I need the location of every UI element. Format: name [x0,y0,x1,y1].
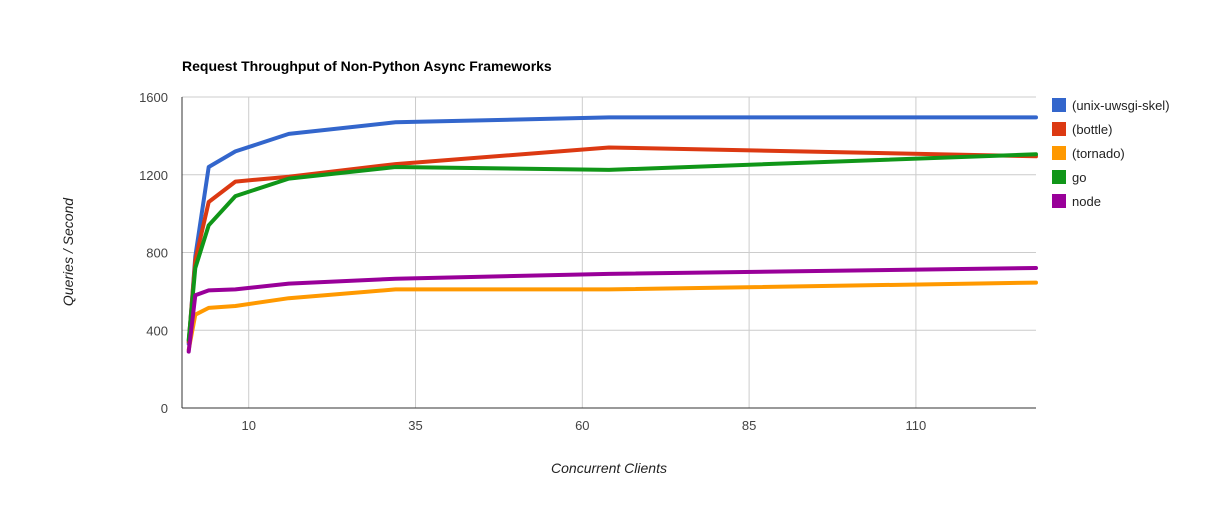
series-line-0 [186,115,1038,346]
x-axis-title: Concurrent Clients [551,460,667,476]
series-line-4 [186,266,1038,354]
legend-label: node [1072,194,1101,209]
axes [181,97,1036,409]
legend-label: go [1072,170,1086,185]
series-line-2 [186,280,1038,352]
y-tick-label: 800 [146,246,168,261]
legend-swatch [1052,170,1066,184]
legend-swatch [1052,98,1066,112]
x-tick-label: 10 [241,418,255,433]
legend-label: (bottle) [1072,122,1112,137]
legend-swatch [1052,146,1066,160]
y-tick-label: 400 [146,323,168,338]
y-tick-label: 1600 [139,90,168,105]
legend: (unix-uwsgi-skel) (bottle) (tornado) go node [1052,98,1170,209]
y-tick-label: 1200 [139,168,168,183]
legend-label: (tornado) [1072,146,1125,161]
legend-swatch [1052,194,1066,208]
x-tick-label: 35 [408,418,422,433]
tick-labels: 0 400 800 1200 1600 10 35 60 85 110 [139,90,926,433]
series-line-1 [186,145,1038,344]
chart-title: Request Throughput of Non-Python Async F… [182,58,552,74]
series-line-3 [186,152,1038,342]
y-tick-label: 0 [161,401,168,416]
y-axis-title: Queries / Second [60,197,76,306]
x-tick-label: 60 [575,418,589,433]
x-tick-label: 85 [742,418,756,433]
legend-label: (unix-uwsgi-skel) [1072,98,1170,113]
series-lines [186,115,1038,354]
gridlines [182,96,1036,408]
x-tick-label: 110 [906,418,927,433]
legend-swatch [1052,122,1066,136]
